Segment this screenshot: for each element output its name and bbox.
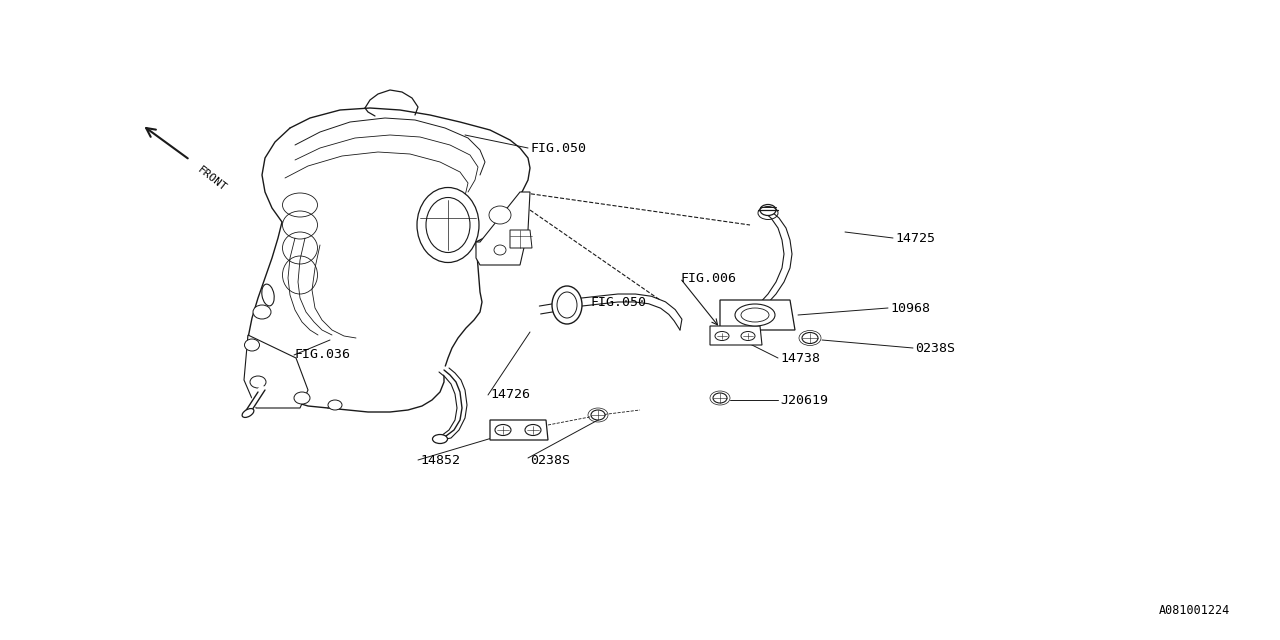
Text: J20619: J20619 xyxy=(780,394,828,406)
Ellipse shape xyxy=(803,333,818,344)
Text: FIG.050: FIG.050 xyxy=(530,141,586,154)
Text: 14726: 14726 xyxy=(490,388,530,401)
Polygon shape xyxy=(710,326,762,345)
Ellipse shape xyxy=(294,392,310,404)
Ellipse shape xyxy=(495,424,511,435)
Text: FIG.036: FIG.036 xyxy=(294,349,351,362)
Ellipse shape xyxy=(426,198,470,253)
Text: FIG.050: FIG.050 xyxy=(590,296,646,310)
Ellipse shape xyxy=(552,286,582,324)
Ellipse shape xyxy=(328,400,342,410)
Ellipse shape xyxy=(741,332,755,340)
Ellipse shape xyxy=(250,376,266,388)
Ellipse shape xyxy=(591,410,605,420)
Polygon shape xyxy=(509,230,532,248)
Ellipse shape xyxy=(262,284,274,306)
Ellipse shape xyxy=(716,332,730,340)
Ellipse shape xyxy=(242,408,253,417)
Text: A081001224: A081001224 xyxy=(1158,604,1230,616)
Text: 0238S: 0238S xyxy=(915,342,955,355)
Ellipse shape xyxy=(433,435,448,444)
Ellipse shape xyxy=(525,424,541,435)
Text: 14852: 14852 xyxy=(420,454,460,467)
Ellipse shape xyxy=(494,245,506,255)
Ellipse shape xyxy=(557,292,577,318)
Ellipse shape xyxy=(760,205,776,216)
Polygon shape xyxy=(719,300,795,330)
Ellipse shape xyxy=(735,304,774,326)
Ellipse shape xyxy=(244,339,260,351)
Ellipse shape xyxy=(253,305,271,319)
Text: 14738: 14738 xyxy=(780,351,820,365)
Ellipse shape xyxy=(741,308,769,322)
Text: 14725: 14725 xyxy=(895,232,934,244)
Polygon shape xyxy=(490,420,548,440)
Text: FIG.006: FIG.006 xyxy=(680,271,736,285)
Ellipse shape xyxy=(489,206,511,224)
Polygon shape xyxy=(476,192,530,265)
Polygon shape xyxy=(244,335,308,408)
Text: 0238S: 0238S xyxy=(530,454,570,467)
Text: 10968: 10968 xyxy=(890,301,931,314)
Ellipse shape xyxy=(417,188,479,262)
Ellipse shape xyxy=(713,393,727,403)
Text: FRONT: FRONT xyxy=(196,165,229,194)
